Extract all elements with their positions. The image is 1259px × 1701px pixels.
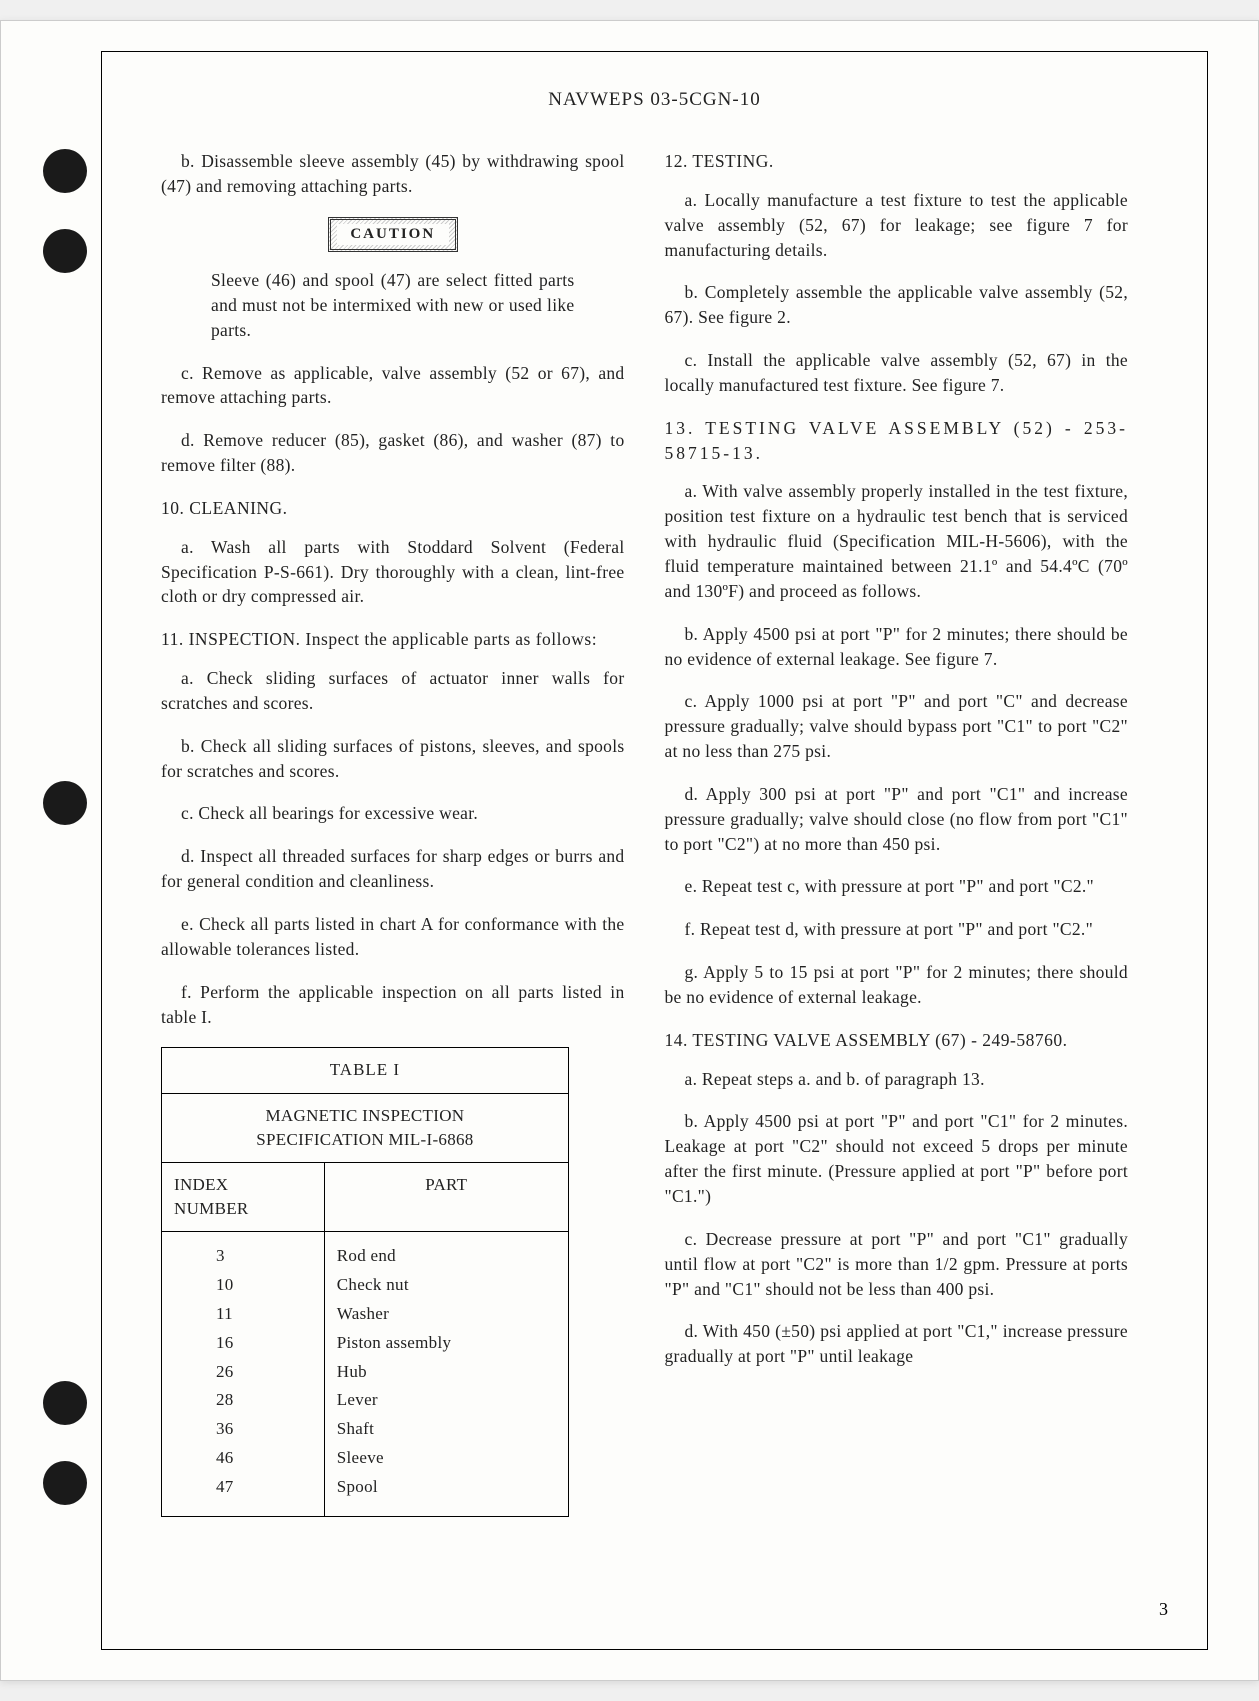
table-header-row: INDEXNUMBER PART: [162, 1162, 569, 1231]
section-heading: 14. TESTING VALVE ASSEMBLY (67) - 249-58…: [665, 1028, 1129, 1053]
paragraph: g. Apply 5 to 15 psi at port "P" for 2 m…: [665, 960, 1129, 1010]
paragraph: b. Completely assemble the applicable va…: [665, 280, 1129, 330]
paragraph: a. Repeat steps a. and b. of paragraph 1…: [665, 1067, 1129, 1092]
table-index-value: 26: [216, 1358, 312, 1387]
page-number: 3: [1159, 1599, 1168, 1620]
index-list: 31011162628364647: [174, 1242, 312, 1502]
table-part-value: Hub: [337, 1358, 556, 1387]
paragraph: c. Apply 1000 psi at port "P" and port "…: [665, 689, 1129, 764]
binder-hole-icon: [43, 1381, 87, 1425]
caution-label: CAUTION: [337, 224, 449, 245]
section-heading: 13. TESTING VALVE ASSEMBLY (52) - 253-58…: [665, 416, 1129, 466]
table-index-value: 10: [216, 1271, 312, 1300]
table-title-row: TABLE I: [162, 1048, 569, 1093]
table-header-cell: PART: [324, 1162, 568, 1231]
paragraph: b. Apply 4500 psi at port "P" for 2 minu…: [665, 622, 1129, 672]
binder-hole-icon: [43, 1461, 87, 1505]
caution-text: Sleeve (46) and spool (47) are select fi…: [211, 268, 575, 343]
paragraph: d. Inspect all threaded surfaces for sha…: [161, 844, 625, 894]
col-label: INDEXNUMBER: [174, 1173, 312, 1221]
binder-hole-icon: [43, 229, 87, 273]
table-index-value: 47: [216, 1473, 312, 1502]
table-part-value: Spool: [337, 1473, 556, 1502]
section-heading: 11. INSPECTION. Inspect the applicable p…: [161, 627, 625, 652]
paragraph: a. Check sliding surfaces of actuator in…: [161, 666, 625, 716]
table-index-value: 11: [216, 1300, 312, 1329]
right-column: 12. TESTING. a. Locally manufacture a te…: [665, 149, 1129, 1517]
binder-hole-icon: [43, 781, 87, 825]
content-columns: b. Disassemble sleeve assembly (45) by w…: [131, 149, 1178, 1517]
paragraph: f. Perform the applicable inspection on …: [161, 980, 625, 1030]
table-part-value: Check nut: [337, 1271, 556, 1300]
paragraph: d. Remove reducer (85), gasket (86), and…: [161, 428, 625, 478]
table-index-value: 3: [216, 1242, 312, 1271]
table-spec-row: MAGNETIC INSPECTION SPECIFICATION MIL-I-…: [162, 1093, 569, 1162]
table-magnetic-inspection: TABLE I MAGNETIC INSPECTION SPECIFICATIO…: [161, 1047, 569, 1517]
binder-hole-icon: [43, 149, 87, 193]
paragraph: a. Wash all parts with Stoddard Solvent …: [161, 535, 625, 610]
table-index-value: 36: [216, 1415, 312, 1444]
paragraph: a. With valve assembly properly installe…: [665, 479, 1129, 603]
table-title: TABLE I: [162, 1048, 569, 1093]
table-part-value: Sleeve: [337, 1444, 556, 1473]
spec-line: SPECIFICATION MIL-I-6868: [172, 1128, 558, 1152]
paragraph: c. Decrease pressure at port "P" and por…: [665, 1227, 1129, 1302]
table-header-cell: INDEXNUMBER: [162, 1162, 325, 1231]
table-part-value: Rod end: [337, 1242, 556, 1271]
table-body-row: 31011162628364647 Rod endCheck nutWasher…: [162, 1232, 569, 1517]
col-label: PART: [337, 1173, 556, 1197]
left-column: b. Disassemble sleeve assembly (45) by w…: [161, 149, 625, 1517]
table-part-value: Lever: [337, 1386, 556, 1415]
paragraph: c. Check all bearings for excessive wear…: [161, 801, 625, 826]
paragraph: b. Apply 4500 psi at port "P" and port "…: [665, 1109, 1129, 1208]
table-index-value: 16: [216, 1329, 312, 1358]
table-part-value: Shaft: [337, 1415, 556, 1444]
caution-box: CAUTION: [328, 217, 458, 252]
section-heading: 12. TESTING.: [665, 149, 1129, 174]
paragraph: d. With 450 (±50) psi applied at port "C…: [665, 1319, 1129, 1369]
document-page: NAVWEPS 03-5CGN-10 b. Disassemble sleeve…: [0, 20, 1259, 1681]
table-index-cell: 31011162628364647: [162, 1232, 325, 1517]
table-index-value: 28: [216, 1386, 312, 1415]
part-list: Rod endCheck nutWasherPiston assemblyHub…: [337, 1242, 556, 1502]
table-part-value: Washer: [337, 1300, 556, 1329]
paragraph: c. Install the applicable valve assembly…: [665, 348, 1129, 398]
paragraph: c. Remove as applicable, valve assembly …: [161, 361, 625, 411]
paragraph: e. Repeat test c, with pressure at port …: [665, 874, 1129, 899]
paragraph: f. Repeat test d, with pressure at port …: [665, 917, 1129, 942]
table-index-value: 46: [216, 1444, 312, 1473]
document-header: NAVWEPS 03-5CGN-10: [131, 89, 1178, 111]
paragraph: e. Check all parts listed in chart A for…: [161, 912, 625, 962]
paragraph: b. Check all sliding surfaces of pistons…: [161, 734, 625, 784]
paragraph: d. Apply 300 psi at port "P" and port "C…: [665, 782, 1129, 857]
paragraph: b. Disassemble sleeve assembly (45) by w…: [161, 149, 625, 199]
table-part-cell: Rod endCheck nutWasherPiston assemblyHub…: [324, 1232, 568, 1517]
section-heading: 10. CLEANING.: [161, 496, 625, 521]
spec-line: MAGNETIC INSPECTION: [172, 1104, 558, 1128]
table-spec-cell: MAGNETIC INSPECTION SPECIFICATION MIL-I-…: [162, 1093, 569, 1162]
table-part-value: Piston assembly: [337, 1329, 556, 1358]
paragraph: a. Locally manufacture a test fixture to…: [665, 188, 1129, 263]
